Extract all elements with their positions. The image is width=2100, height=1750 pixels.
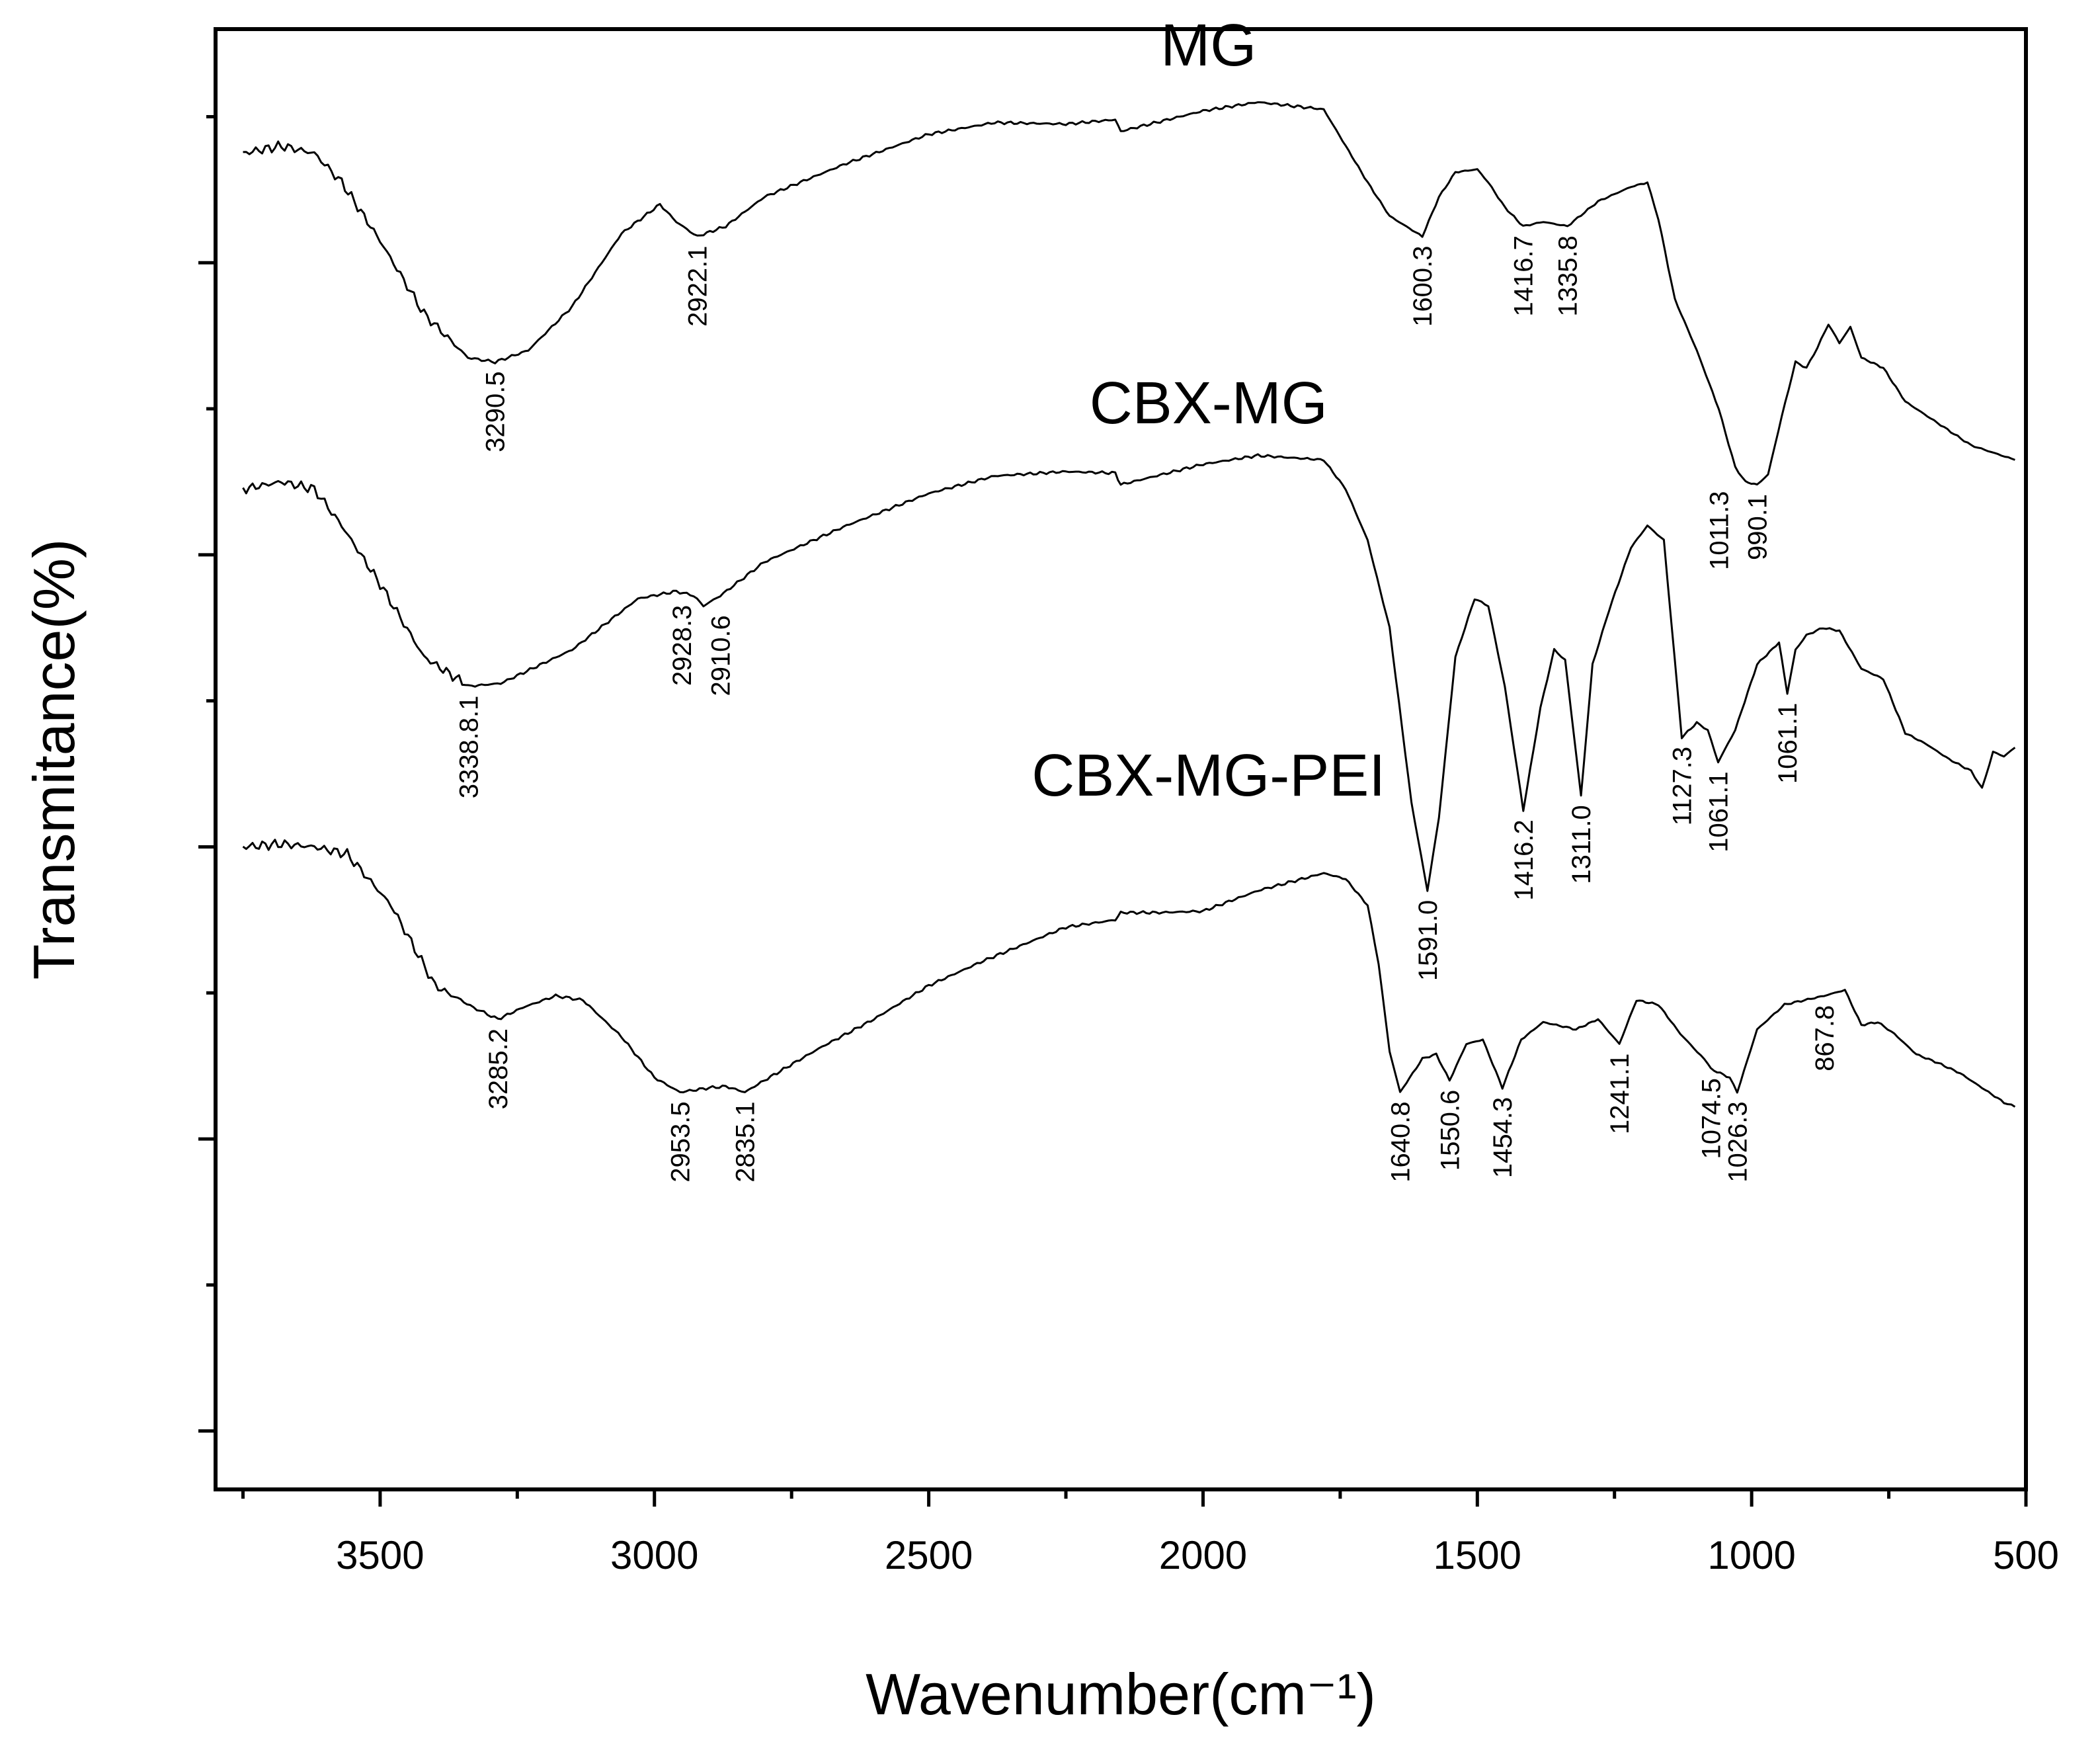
- spectra: [242, 101, 2016, 1108]
- peak-label: 3285.2: [484, 1028, 513, 1109]
- x-tick-label: 2000: [1159, 1533, 1247, 1577]
- x-tick-label: 3500: [336, 1533, 424, 1577]
- peak-label: 1311.0: [1567, 805, 1596, 884]
- peak-label: 1074.5: [1697, 1078, 1726, 1159]
- peak-label: 1335.8: [1554, 235, 1583, 316]
- peak-label: 2928.3: [668, 605, 697, 686]
- peak-label: 1591.0: [1414, 900, 1443, 981]
- peak-label: 2835.1: [731, 1101, 760, 1182]
- peak-label: 3290.5: [481, 371, 510, 452]
- peak-annotations: 3290.5 2922.1 1600.3 1416.7 1335.8 1011.3 990.…: [455, 235, 1839, 1183]
- series-line-cbx-mg: [242, 453, 2016, 892]
- x-tick-label: 500: [1993, 1533, 2059, 1577]
- series-name-cbx-mg: CBX-MG: [1090, 370, 1328, 437]
- peak-label: 2910.6: [706, 615, 735, 696]
- series-line-cbx-mg-pei: [242, 839, 2016, 1108]
- x-tick-label: 1000: [1707, 1533, 1795, 1577]
- peak-label: 1127.3: [1668, 747, 1697, 825]
- peak-label: 3338.8.1: [455, 696, 484, 799]
- peak-label: 1026.3: [1723, 1101, 1752, 1182]
- peak-label: 990.1: [1743, 494, 1772, 560]
- peak-label: 1416.7: [1509, 235, 1538, 316]
- peak-label: 867.8: [1810, 1005, 1839, 1071]
- x-tick-labels: 3500 3000 2500 2000 1500 1000 500: [336, 1533, 2059, 1577]
- peak-label: 1640.8: [1387, 1101, 1416, 1182]
- series-names: MG CBX-MG CBX-MG-PEI: [1031, 13, 1385, 809]
- peak-label: 1600.3: [1408, 246, 1437, 327]
- peak-label: 1416.2: [1510, 819, 1539, 900]
- x-tick-label: 3000: [610, 1533, 698, 1577]
- series-line-mg: [243, 101, 2015, 485]
- peak-label: 1061.1: [1705, 771, 1734, 852]
- plot-frame: [214, 27, 2028, 1491]
- peak-label: 1550.6: [1435, 1090, 1465, 1171]
- series-name-cbx-mg-pei: CBX-MG-PEI: [1031, 743, 1385, 809]
- peak-label: 1454.3: [1488, 1097, 1517, 1178]
- x-tick-label: 1500: [1434, 1533, 1521, 1577]
- peak-label: 1241.1: [1605, 1054, 1635, 1134]
- series-name-mg: MG: [1160, 13, 1256, 79]
- peak-label: 2922.1: [683, 246, 712, 327]
- peak-label: 1011.3: [1705, 491, 1734, 570]
- x-tick-label: 2500: [885, 1533, 973, 1577]
- x-axis-title: Wavenumber(cm⁻¹): [866, 1661, 1376, 1727]
- peak-label: 2953.5: [666, 1101, 695, 1182]
- peak-label: 1061.1: [1773, 703, 1802, 784]
- y-axis-title: Transmitance(%): [21, 539, 87, 980]
